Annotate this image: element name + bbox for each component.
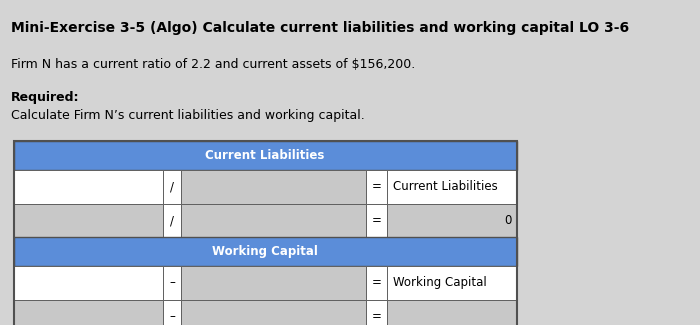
Bar	[13, 141, 517, 325]
Bar	[366, 300, 388, 325]
Text: Working Capital: Working Capital	[212, 245, 318, 258]
Bar	[13, 170, 163, 204]
Bar	[13, 237, 517, 266]
Text: Mini-Exercise 3-5 (Algo) Calculate current liabilities and working capital LO 3-: Mini-Exercise 3-5 (Algo) Calculate curre…	[10, 21, 629, 35]
Bar	[163, 204, 181, 237]
Bar	[366, 170, 388, 204]
Bar	[181, 300, 366, 325]
Bar	[181, 266, 366, 300]
Bar	[13, 204, 163, 237]
Text: –: –	[169, 310, 175, 323]
Text: Firm N has a current ratio of 2.2 and current assets of $156,200.: Firm N has a current ratio of 2.2 and cu…	[10, 58, 415, 72]
Text: /: /	[170, 214, 174, 227]
Text: =: =	[372, 180, 382, 193]
Text: 0: 0	[504, 214, 512, 227]
Text: Calculate Firm N’s current liabilities and working capital.: Calculate Firm N’s current liabilities a…	[10, 109, 364, 122]
Text: Current Liabilities: Current Liabilities	[205, 149, 325, 162]
Bar	[181, 170, 366, 204]
Bar	[366, 266, 388, 300]
Bar	[366, 204, 388, 237]
Bar	[163, 300, 181, 325]
Text: =: =	[372, 276, 382, 289]
Bar	[13, 141, 517, 170]
Bar	[13, 300, 163, 325]
Bar	[163, 266, 181, 300]
Bar	[13, 266, 163, 300]
Text: =: =	[372, 310, 382, 323]
Text: =: =	[372, 214, 382, 227]
Text: –: –	[169, 276, 175, 289]
Bar	[388, 204, 517, 237]
Text: Working Capital: Working Capital	[393, 276, 486, 289]
Bar	[388, 300, 517, 325]
Bar	[388, 266, 517, 300]
Bar	[181, 204, 366, 237]
Bar	[163, 170, 181, 204]
Text: Required:: Required:	[10, 91, 79, 104]
Text: /: /	[170, 180, 174, 193]
Text: Current Liabilities: Current Liabilities	[393, 180, 498, 193]
Bar	[388, 170, 517, 204]
